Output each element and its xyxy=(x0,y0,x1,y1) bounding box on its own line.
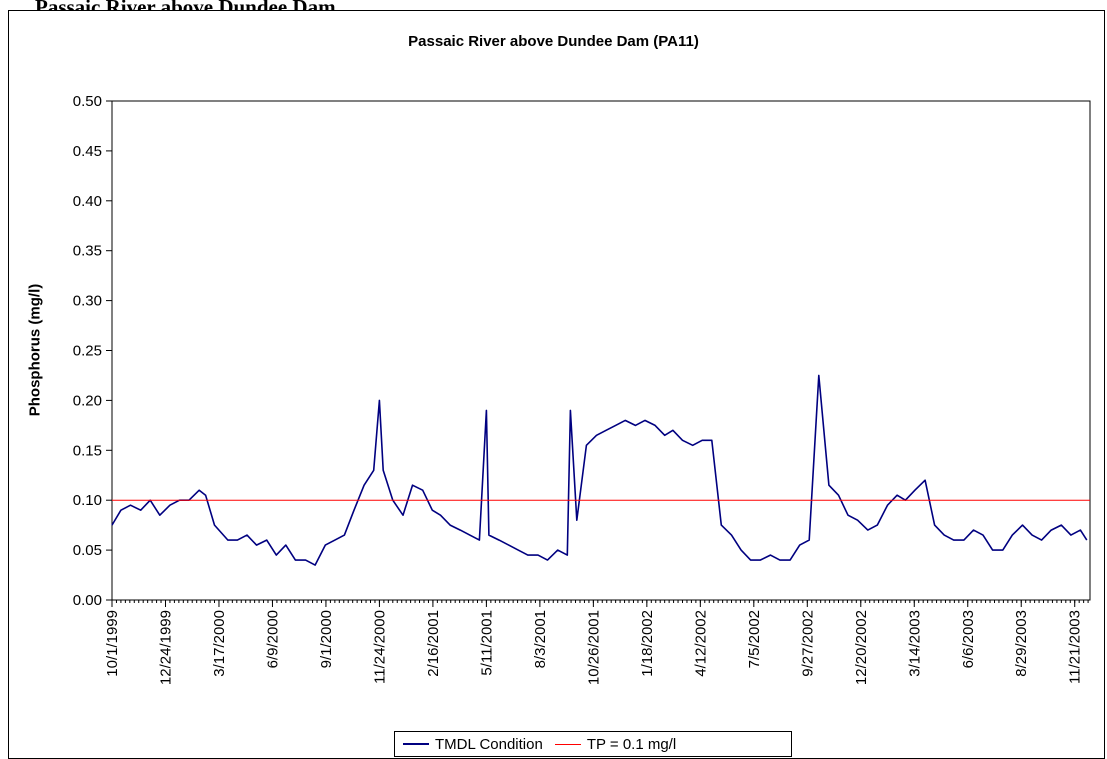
legend-swatch-tmdl xyxy=(403,743,429,745)
y-tick-label: 0.05 xyxy=(73,542,102,559)
plot-area: 0.00 0.05 0.10 0.15 0.20 0.25 0.30 0.35 0.40 0.45… xyxy=(73,93,1091,685)
x-tick-label: 10/1/1999 xyxy=(104,610,121,677)
x-tick-label: 9/27/2002 xyxy=(799,610,816,677)
legend: TMDL Condition TP = 0.1 mg/l xyxy=(394,731,792,757)
y-tick-label: 0.20 xyxy=(73,392,102,409)
y-tick-label: 0.40 xyxy=(73,193,102,210)
y-tick-label: 0.10 xyxy=(73,492,102,509)
x-tick-label: 12/24/1999 xyxy=(157,610,174,685)
x-tick-label: 9/1/2000 xyxy=(318,610,335,668)
x-tick-label: 3/14/2003 xyxy=(906,610,923,677)
legend-label-tmdl: TMDL Condition xyxy=(435,735,543,753)
plot-border xyxy=(111,100,1091,601)
x-tick-label: 2/16/2001 xyxy=(425,610,442,677)
y-tick-label: 0.00 xyxy=(73,592,102,609)
x-tick-label: 12/20/2002 xyxy=(853,610,870,685)
x-tick-label: 4/12/2002 xyxy=(692,610,709,677)
x-tick-label: 6/6/2003 xyxy=(960,610,977,668)
legend-item-tmdl: TMDL Condition xyxy=(403,736,543,753)
chart-frame xyxy=(8,10,1105,759)
x-tick-label: 3/17/2000 xyxy=(211,610,228,677)
y-tick-label: 0.15 xyxy=(73,442,102,459)
y-tick-label: 0.25 xyxy=(73,343,102,360)
x-tick-label: 1/18/2002 xyxy=(639,610,656,677)
x-tick-label: 11/24/2000 xyxy=(371,610,388,684)
x-tick-label: 8/29/2003 xyxy=(1013,610,1030,677)
y-tick-label: 0.50 xyxy=(73,93,102,110)
x-tick-label: 5/11/2001 xyxy=(478,610,495,676)
y-tick-label: 0.45 xyxy=(73,143,102,160)
chart-title: Passaic River above Dundee Dam (PA11) xyxy=(408,33,699,50)
legend-item-tp: TP = 0.1 mg/l xyxy=(554,735,677,753)
x-tick-label: 7/5/2002 xyxy=(746,610,763,668)
legend-swatch-tp xyxy=(554,743,581,745)
y-tick-label: 0.30 xyxy=(73,293,102,310)
x-tick-label: 10/26/2001 xyxy=(585,610,602,685)
legend-label-tp: TP = 0.1 mg/l xyxy=(586,735,677,753)
y-tick-label: 0.35 xyxy=(73,243,102,260)
x-tick-label: 11/21/2003 xyxy=(1067,610,1084,684)
series-line-tmdl-condition xyxy=(111,374,1088,566)
x-tick-label: 8/3/2001 xyxy=(532,610,549,668)
x-tick-label: 6/9/2000 xyxy=(264,610,281,668)
